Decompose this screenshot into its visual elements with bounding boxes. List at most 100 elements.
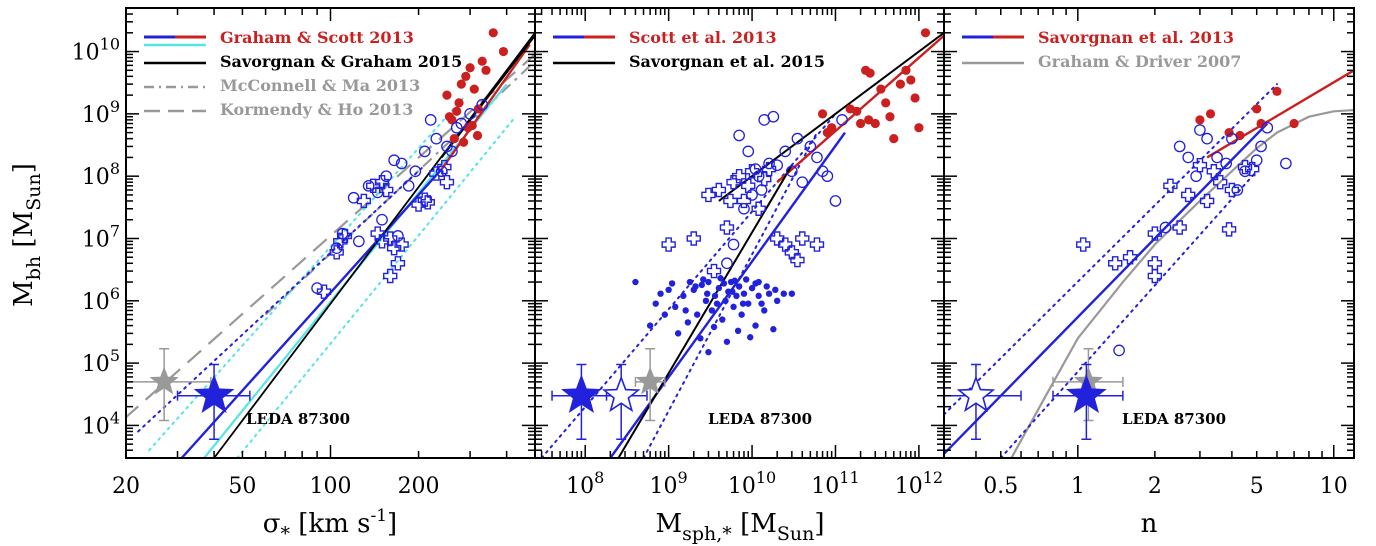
x-tick-label: 10 — [1320, 474, 1348, 499]
data-point — [763, 283, 770, 290]
x-tick-label: 108 — [566, 468, 604, 499]
legend-label: McConnell & Ma 2013 — [220, 76, 420, 95]
data-point — [779, 145, 792, 158]
legend: Savorgnan et al. 2013 Graham & Driver 200… — [962, 28, 1241, 71]
data-point — [450, 121, 463, 134]
data-point — [817, 109, 828, 119]
data-point — [439, 175, 455, 190]
data-point — [733, 292, 740, 300]
data-point — [446, 145, 458, 158]
data-point — [761, 307, 768, 314]
data-point — [1076, 237, 1091, 252]
axis-label-text: n — [1141, 509, 1158, 539]
data-point — [738, 311, 745, 318]
data-point — [761, 161, 777, 177]
data-point — [706, 263, 722, 279]
data-point — [1172, 220, 1187, 235]
data-point — [1261, 121, 1274, 134]
annotation: LEDA 87300 — [1122, 410, 1226, 428]
data-point — [713, 300, 721, 307]
data-point — [829, 195, 842, 207]
data-point — [889, 134, 899, 144]
data-point — [795, 231, 810, 246]
ticks: 108 109 1010 1011 1012 — [535, 7, 945, 499]
fit-line — [137, 164, 426, 433]
data-point — [698, 281, 706, 289]
fit-line — [1010, 108, 1354, 458]
data-point — [719, 316, 726, 323]
data-point — [705, 348, 712, 356]
data-point — [686, 231, 701, 246]
data-point — [730, 303, 737, 311]
data-point — [757, 171, 772, 187]
data-point — [657, 290, 664, 297]
data-point — [747, 334, 754, 341]
data-point — [735, 283, 743, 290]
x-tick-label: 200 — [398, 474, 440, 499]
legend-label: Savorgnan et al. 2015 — [629, 52, 825, 71]
data-point — [751, 201, 766, 216]
data-point — [429, 166, 444, 181]
x-tick-label: 2 — [1148, 474, 1162, 499]
data-point — [316, 284, 332, 299]
data-point — [697, 335, 704, 342]
data-point — [790, 252, 805, 268]
data-point — [394, 237, 409, 252]
data-point — [684, 319, 692, 326]
legend-label: Scott et al. 2013 — [629, 28, 777, 47]
data-point — [386, 240, 402, 256]
data-point — [1122, 250, 1138, 265]
data-point — [791, 132, 804, 145]
y-tick-label: 1010 — [72, 35, 120, 66]
data-point — [452, 106, 462, 116]
x-tick-label: 1011 — [811, 468, 859, 499]
data-point — [788, 290, 796, 297]
data-point — [356, 193, 372, 209]
data-point — [733, 129, 745, 142]
data-point — [395, 157, 408, 170]
data-point — [370, 226, 385, 241]
data-point — [1181, 187, 1196, 203]
legend-item: Scott et al. 2013 — [553, 28, 777, 47]
data-point — [1224, 128, 1234, 138]
y-tick-label: 106 — [82, 284, 120, 315]
data-point — [488, 28, 498, 38]
x-tick-label: 109 — [650, 468, 688, 499]
data-point — [739, 300, 747, 307]
panel-mass: 108 109 1010 1011 1012 Scott et al. 2013 Savo… — [534, 7, 945, 499]
data-point — [773, 297, 781, 304]
data-point — [418, 145, 431, 158]
legend-item: Graham & Driver 2007 — [962, 52, 1241, 71]
fit-line — [718, 31, 944, 202]
plot-area — [540, 28, 944, 458]
x-tick-label: 5 — [1250, 474, 1264, 499]
data-point — [881, 98, 891, 108]
annotation: LEDA 87300 — [246, 410, 350, 428]
data-point — [836, 114, 848, 126]
data-point — [758, 300, 765, 307]
y-tick-label: 109 — [82, 97, 120, 128]
data-point — [745, 300, 752, 307]
data-point — [1226, 132, 1238, 145]
data-point — [804, 140, 817, 153]
data-point — [723, 338, 731, 345]
data-point — [668, 280, 676, 287]
data-point — [498, 46, 509, 57]
data-point — [852, 106, 862, 116]
data-point — [329, 245, 344, 260]
data-point — [388, 154, 400, 167]
data-point — [661, 237, 676, 252]
x-axis-label-mass: Msph,* [MSun] — [655, 509, 824, 545]
data-point — [865, 68, 875, 78]
data-point — [409, 165, 422, 178]
data-point — [1255, 140, 1267, 153]
data-point — [1250, 154, 1263, 167]
legend-item: Savorgnan et al. 2013 — [962, 28, 1234, 47]
data-point — [769, 231, 785, 246]
data-point — [717, 275, 724, 282]
data-point — [465, 63, 475, 73]
data-point — [914, 123, 924, 133]
data-point — [1113, 344, 1125, 357]
data-point — [855, 118, 866, 129]
data-point — [711, 182, 727, 198]
